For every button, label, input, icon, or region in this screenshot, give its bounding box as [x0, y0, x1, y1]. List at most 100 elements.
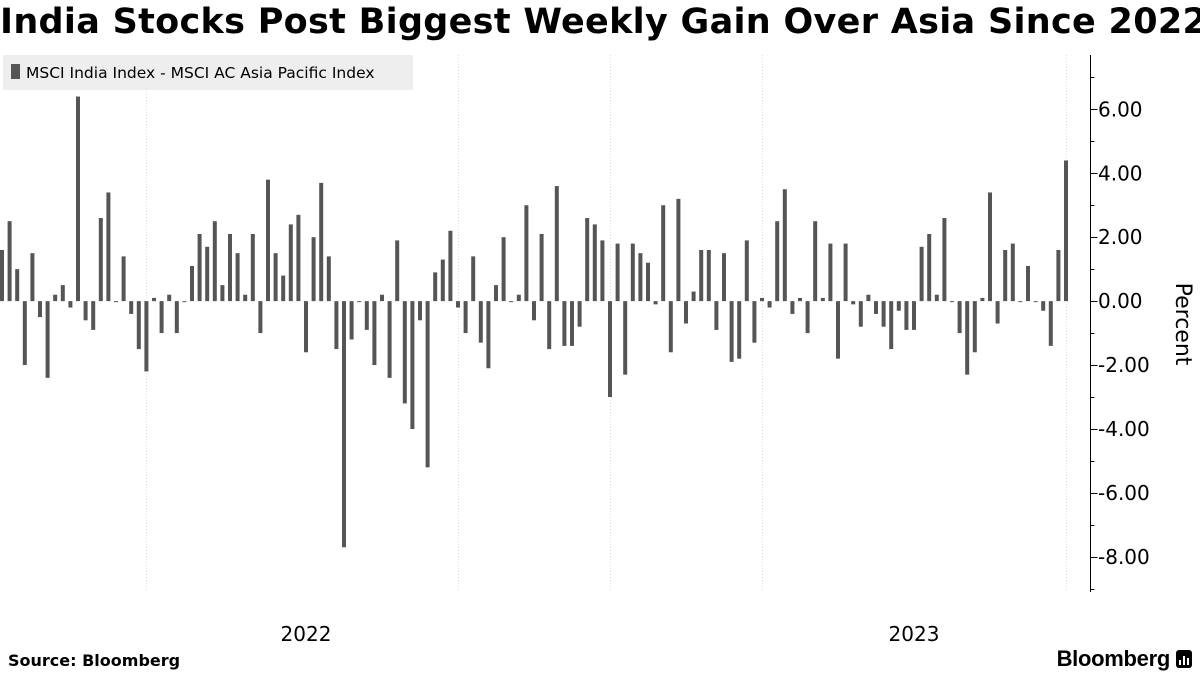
bar: [129, 301, 134, 314]
bar: [342, 301, 346, 548]
bar: [509, 301, 514, 303]
legend-label: MSCI India Index - MSCI AC Asia Pacific …: [26, 64, 375, 82]
bar: [296, 214, 301, 302]
bar: [1018, 301, 1023, 303]
bar: [760, 297, 764, 302]
bar: [1010, 243, 1015, 302]
bar: [729, 301, 734, 362]
bar: [220, 285, 225, 302]
bar: [570, 301, 574, 346]
bar: [706, 249, 711, 302]
x-tick-label: 2022: [281, 622, 332, 646]
bar: [304, 301, 308, 353]
bar: [630, 243, 635, 302]
bar: [174, 301, 179, 334]
bloomberg-terminal-icon: [1176, 650, 1192, 668]
bar: [273, 253, 278, 302]
bar: [972, 301, 977, 353]
bar: [30, 253, 35, 302]
y-tick-label: 0.00: [1098, 289, 1143, 313]
bar: [896, 301, 901, 311]
bar: [281, 275, 286, 302]
bar: [410, 301, 415, 429]
bar: [585, 218, 590, 302]
bar: [1064, 160, 1068, 302]
y-tick-label: -4.00: [1098, 417, 1150, 441]
bar: [714, 301, 719, 330]
bar: [790, 301, 795, 314]
bar: [433, 272, 438, 302]
bar: [646, 262, 650, 302]
legend-background: [3, 55, 413, 90]
bar: [98, 218, 103, 302]
bar: [212, 221, 217, 302]
bar: [889, 301, 894, 350]
bar: [7, 221, 12, 302]
bar: [836, 301, 840, 359]
bar: [235, 253, 240, 302]
bar: [600, 240, 605, 302]
bar: [106, 192, 111, 302]
bar: [144, 301, 149, 372]
y-tick-label: 6.00: [1098, 97, 1143, 121]
bar: [592, 224, 597, 302]
x-axis-labels: 202220232024: [281, 622, 940, 646]
bar: [1056, 249, 1061, 302]
bar: [114, 301, 118, 303]
y-tick-label: -2.00: [1098, 353, 1150, 377]
bar: [486, 301, 491, 369]
bar: [782, 189, 787, 302]
bar: [197, 234, 202, 302]
bar: [334, 301, 339, 350]
bar: [623, 301, 628, 375]
bar: [562, 301, 567, 346]
bar: [798, 297, 802, 302]
bar: [828, 243, 833, 302]
bar: [858, 301, 863, 327]
bar: [737, 301, 742, 359]
bar: [813, 221, 818, 302]
bar: [60, 285, 65, 302]
bar: [243, 294, 248, 302]
bar: [988, 192, 992, 302]
bar: [957, 301, 962, 334]
bar: [912, 301, 916, 330]
bar: [547, 301, 552, 350]
vertical-gridlines: [146, 55, 1067, 592]
bar: [190, 265, 194, 302]
bar: [159, 301, 164, 334]
bar: [266, 179, 270, 302]
bar: [676, 198, 681, 302]
bar: [380, 294, 384, 302]
bar: [311, 237, 316, 302]
y-ticks: 6.00 4.00 2.00 0.00 -2.00 -4.00 -6.00 -8.00: [1090, 77, 1150, 590]
bar: [182, 301, 187, 303]
bar: [22, 301, 27, 366]
bar: [494, 285, 498, 302]
bar: [38, 301, 42, 318]
bar: [478, 301, 483, 343]
bar: [91, 301, 96, 330]
bar: [532, 301, 536, 321]
bar: [942, 218, 947, 302]
bar: [395, 240, 400, 302]
bar: [965, 301, 970, 375]
bar: [995, 301, 1000, 324]
bar: [448, 230, 453, 302]
bar: [904, 301, 909, 330]
source-note: Source: Bloomberg: [8, 651, 181, 670]
bars: [0, 96, 1068, 548]
y-axis-label: Percent: [1170, 283, 1195, 366]
bar: [471, 256, 476, 302]
bar: [919, 246, 924, 302]
bar: [1033, 301, 1038, 303]
bar: [228, 234, 232, 302]
bar: [121, 256, 126, 302]
bar: [152, 297, 156, 302]
bar: [608, 301, 612, 398]
y-tick-label: -6.00: [1098, 481, 1150, 505]
bar: [1048, 301, 1053, 346]
bar: [319, 182, 324, 302]
brand-name: Bloomberg: [1056, 646, 1171, 671]
